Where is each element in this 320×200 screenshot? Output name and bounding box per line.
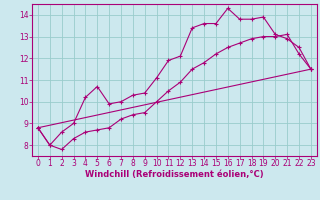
X-axis label: Windchill (Refroidissement éolien,°C): Windchill (Refroidissement éolien,°C) [85, 170, 264, 179]
